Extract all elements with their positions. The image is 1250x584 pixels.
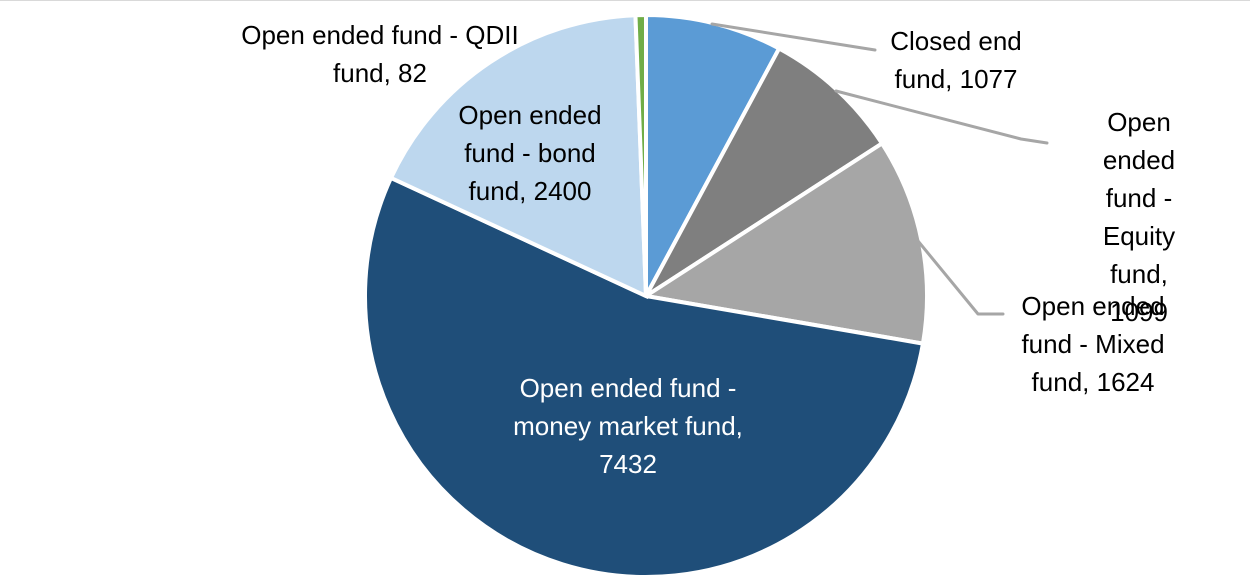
pie-slice-open-equity-fund bbox=[644, 45, 885, 298]
slice-label-open-equity-fund: Open ended fund - Equity fund, 1099 bbox=[1102, 107, 1176, 327]
slice-label-open-money-market-fund: Open ended fund - money market fund, 743… bbox=[513, 373, 743, 479]
leader-lines-group bbox=[710, 22, 1049, 316]
pie-slice-open-bond-fund bbox=[388, 13, 649, 300]
chart-top-border bbox=[0, 0, 1250, 1]
leader-line-closed-end-fund bbox=[710, 22, 877, 52]
leader-line-open-mixed-fund bbox=[916, 239, 1005, 316]
leader-line-open-equity-fund bbox=[834, 89, 1049, 145]
pie-slice-open-qdii-fund bbox=[633, 12, 648, 297]
pie-slice-open-money-market-fund bbox=[363, 175, 926, 579]
pie-slices-group bbox=[363, 12, 929, 579]
slice-label-closed-end-fund: Closed end fund, 1077 bbox=[890, 26, 1022, 94]
slice-label-open-qdii-fund: Open ended fund - QDII fund, 82 bbox=[241, 20, 519, 88]
slice-label-open-mixed-fund: Open ended fund - Mixed fund, 1624 bbox=[1021, 291, 1165, 397]
slice-label-open-bond-fund: Open ended fund - bond fund, 2400 bbox=[458, 100, 602, 206]
pie-slice-open-mixed-fund bbox=[640, 140, 929, 346]
